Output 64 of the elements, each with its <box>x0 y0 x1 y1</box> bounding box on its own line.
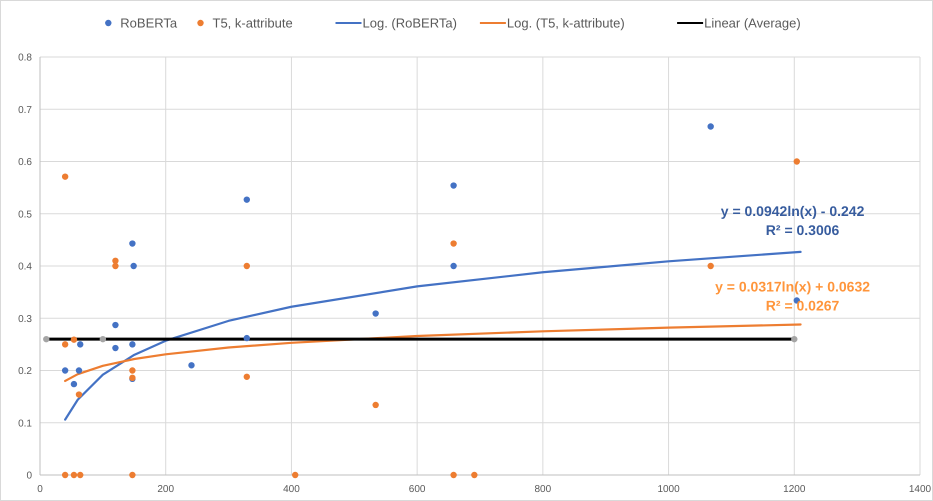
point <box>372 310 379 317</box>
x-tick-label: 800 <box>534 484 552 495</box>
y-tick-label: 0.8 <box>18 52 32 64</box>
point <box>707 123 714 130</box>
annotation: y = 0.0942ln(x) - 0.242 R² = 0.3006 <box>720 202 865 238</box>
x-tick-label: 400 <box>283 484 300 495</box>
point <box>130 262 137 270</box>
point <box>62 341 68 348</box>
point <box>76 367 82 374</box>
point <box>372 402 379 408</box>
point <box>129 240 136 247</box>
point <box>244 196 250 203</box>
point <box>100 336 106 342</box>
y-tick-label: 0.6 <box>18 157 32 168</box>
point <box>450 182 457 189</box>
y-tick-label: 0.5 <box>18 209 32 220</box>
point <box>129 341 136 348</box>
point <box>794 158 800 165</box>
point <box>62 173 68 180</box>
x-tick-label: 200 <box>157 484 174 495</box>
legend-label: T5, k-attribute <box>212 16 293 30</box>
point <box>77 472 84 478</box>
point <box>188 362 195 368</box>
legend-label: Log. (RoBERTa) <box>362 16 457 30</box>
point <box>70 380 78 388</box>
point <box>76 391 82 398</box>
legend-label: RoBERTa <box>120 16 178 30</box>
point <box>791 336 798 342</box>
annotation: y = 0.0317ln(x) + 0.0632 R² = 0.0267 <box>715 278 870 314</box>
legend-label: Log. (T5, k-attribute) <box>506 16 625 30</box>
point <box>62 472 68 478</box>
point <box>77 341 84 348</box>
point <box>450 262 457 270</box>
x-tick-label: 1000 <box>657 484 680 495</box>
line-series <box>64 323 802 382</box>
x-tick-label: 1200 <box>783 484 806 495</box>
point <box>129 472 136 478</box>
x-tick-label: 0 <box>37 484 44 495</box>
point <box>129 367 136 374</box>
point <box>70 336 78 343</box>
y-tick-label: 0.2 <box>18 366 32 377</box>
point <box>70 472 78 478</box>
point <box>450 240 457 247</box>
point <box>112 258 119 264</box>
x-tick-label: 600 <box>408 484 426 495</box>
point <box>450 472 457 478</box>
point <box>112 344 119 352</box>
y-tick-label: 0 <box>26 470 32 482</box>
point <box>471 472 478 478</box>
point <box>244 374 250 380</box>
y-tick-label: 0.1 <box>18 418 32 430</box>
y-tick-label: 0.4 <box>18 262 32 272</box>
y-tick-label: 0.7 <box>18 104 32 116</box>
point <box>292 472 298 478</box>
legend-label: Linear (Average) <box>704 16 801 30</box>
y-tick-label: 0.3 <box>18 314 32 325</box>
point <box>62 367 68 374</box>
x-tick-label: 1400 <box>908 484 932 495</box>
point <box>112 262 119 270</box>
point <box>244 262 250 270</box>
point <box>112 322 119 328</box>
point <box>707 262 714 270</box>
point <box>244 334 250 342</box>
point <box>43 336 50 342</box>
